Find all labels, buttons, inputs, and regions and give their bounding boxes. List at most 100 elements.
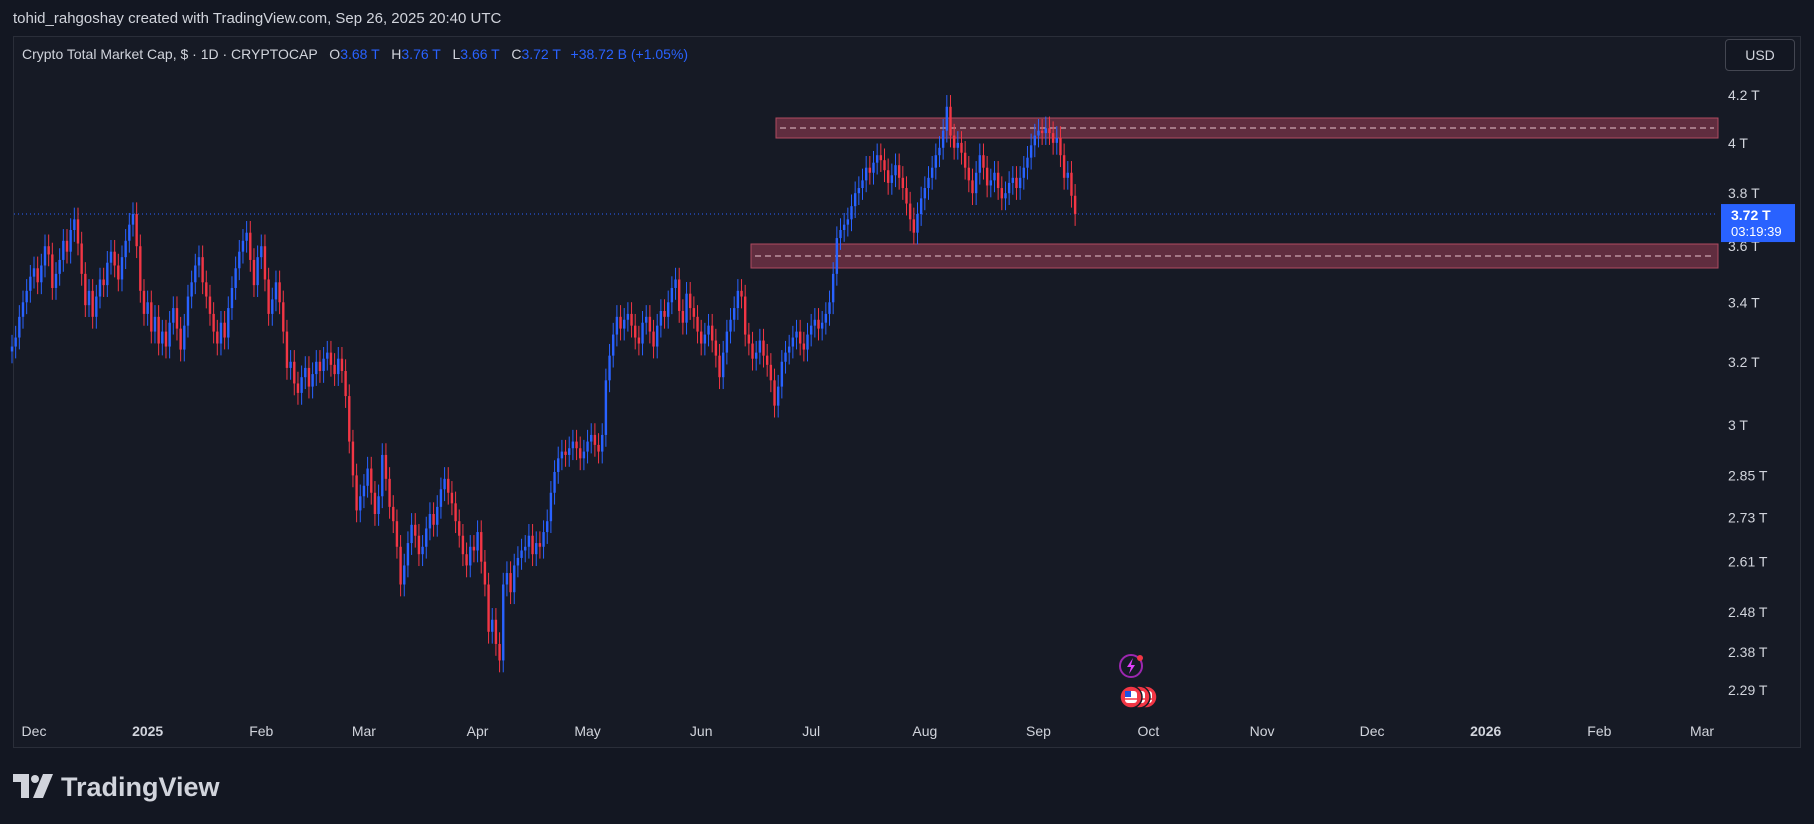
candle <box>447 467 450 505</box>
candle-body <box>824 313 828 323</box>
candle <box>491 608 494 644</box>
candle-body <box>861 180 864 189</box>
candle <box>87 279 91 318</box>
candle <box>25 279 28 315</box>
candle-body <box>300 377 303 393</box>
candle-body <box>681 310 685 323</box>
candle-body <box>656 325 659 347</box>
candle-body <box>828 302 831 314</box>
candle-body <box>183 325 186 350</box>
candle <box>315 350 318 386</box>
candle-body <box>645 316 648 323</box>
candle-body <box>835 238 839 274</box>
tradingview-logo-icon <box>13 774 53 798</box>
candle <box>784 340 787 374</box>
candle <box>1051 121 1055 155</box>
y-tick-label: 2.29 T <box>1728 682 1768 698</box>
candle <box>806 322 809 362</box>
candle-body <box>978 155 982 173</box>
candle <box>963 141 967 180</box>
candle <box>678 267 681 323</box>
candle-body <box>362 485 366 497</box>
candle <box>853 181 857 219</box>
candle <box>65 229 69 264</box>
candle <box>373 481 377 526</box>
candle <box>370 456 373 505</box>
candle-body <box>648 316 652 332</box>
candle-body <box>1070 172 1073 196</box>
candle <box>1000 176 1004 211</box>
candle-body <box>106 262 109 286</box>
candle <box>153 305 157 344</box>
candle-body <box>817 319 820 329</box>
candle <box>1037 118 1040 148</box>
candle <box>43 234 47 278</box>
candle-body <box>80 243 83 274</box>
candle-body <box>579 448 582 459</box>
candle-body <box>153 316 157 332</box>
candle-body <box>1055 137 1058 143</box>
candle-body <box>597 444 600 452</box>
candle <box>919 186 923 226</box>
candle <box>710 313 714 353</box>
candle-body <box>586 441 589 452</box>
candle-body <box>941 130 945 148</box>
candle <box>146 290 149 326</box>
chart-panel[interactable] <box>13 36 1801 748</box>
candle <box>974 161 978 206</box>
candle <box>630 302 633 338</box>
candle <box>743 284 747 347</box>
candle-body <box>1033 135 1036 146</box>
candle-body <box>806 334 809 350</box>
candle-body <box>685 293 688 323</box>
candle-body <box>524 546 527 551</box>
candle-body <box>1059 137 1062 156</box>
candle <box>263 234 267 292</box>
candle-body <box>337 358 340 375</box>
candle-body <box>934 155 938 168</box>
candle <box>1007 171 1011 206</box>
candle <box>329 340 333 377</box>
candle-body <box>956 142 960 148</box>
candle <box>641 310 644 356</box>
candle <box>318 350 322 383</box>
candle <box>502 572 505 673</box>
candle <box>465 542 468 578</box>
candle-body <box>930 167 934 178</box>
candle-body <box>465 554 468 566</box>
candle-body <box>157 316 160 344</box>
candle-body <box>725 331 729 353</box>
candle <box>245 220 248 253</box>
candle-body <box>714 340 718 356</box>
x-tick-label: Sep <box>1026 723 1051 739</box>
candle-body <box>384 454 388 479</box>
candle-body <box>982 155 985 168</box>
candle-body <box>769 364 773 381</box>
candle-body <box>784 352 787 362</box>
candle <box>183 313 186 362</box>
candle <box>612 322 615 368</box>
currency-button[interactable]: USD <box>1725 39 1795 71</box>
candle-body <box>908 203 912 220</box>
candle-body <box>139 246 142 291</box>
candle-body <box>1048 128 1051 134</box>
zones-layer <box>750 117 1719 269</box>
candle-body <box>894 165 897 176</box>
last-price-tag <box>1721 204 1795 243</box>
candle <box>131 202 135 237</box>
candle-body <box>615 316 619 335</box>
candle <box>579 436 582 471</box>
candle <box>54 262 58 300</box>
candle-body <box>447 478 450 493</box>
candle <box>527 524 531 559</box>
candle-body <box>263 246 267 280</box>
candle-body <box>124 240 127 258</box>
candle <box>670 276 674 315</box>
candle <box>1048 116 1051 145</box>
candle <box>285 319 289 380</box>
candle-body <box>993 172 996 181</box>
candle-body <box>897 165 901 178</box>
candle <box>623 308 626 341</box>
candle-body <box>729 319 732 332</box>
